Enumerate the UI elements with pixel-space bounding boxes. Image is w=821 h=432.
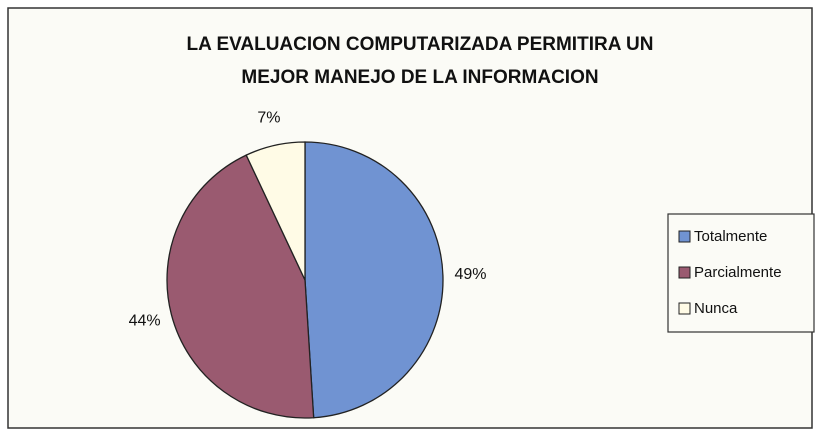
pie-slice xyxy=(245,141,306,281)
chart-title: MEJOR MANEJO DE LA INFORMACION xyxy=(241,67,598,88)
legend-swatch xyxy=(678,266,691,279)
legend-label: Parcialmente xyxy=(694,264,782,281)
legend-label: Totalmente xyxy=(694,228,767,245)
pie-slice xyxy=(304,141,444,419)
legend-swatch xyxy=(678,302,691,315)
chart-title: LA EVALUACION COMPUTARIZADA PERMITIRA UN xyxy=(187,34,654,55)
legend-label: Nunca xyxy=(694,300,738,317)
legend-frame xyxy=(667,213,815,333)
data-label: 44% xyxy=(129,312,161,329)
legend-swatch xyxy=(678,230,691,243)
data-label: 49% xyxy=(455,266,487,283)
data-label: 7% xyxy=(257,110,280,127)
